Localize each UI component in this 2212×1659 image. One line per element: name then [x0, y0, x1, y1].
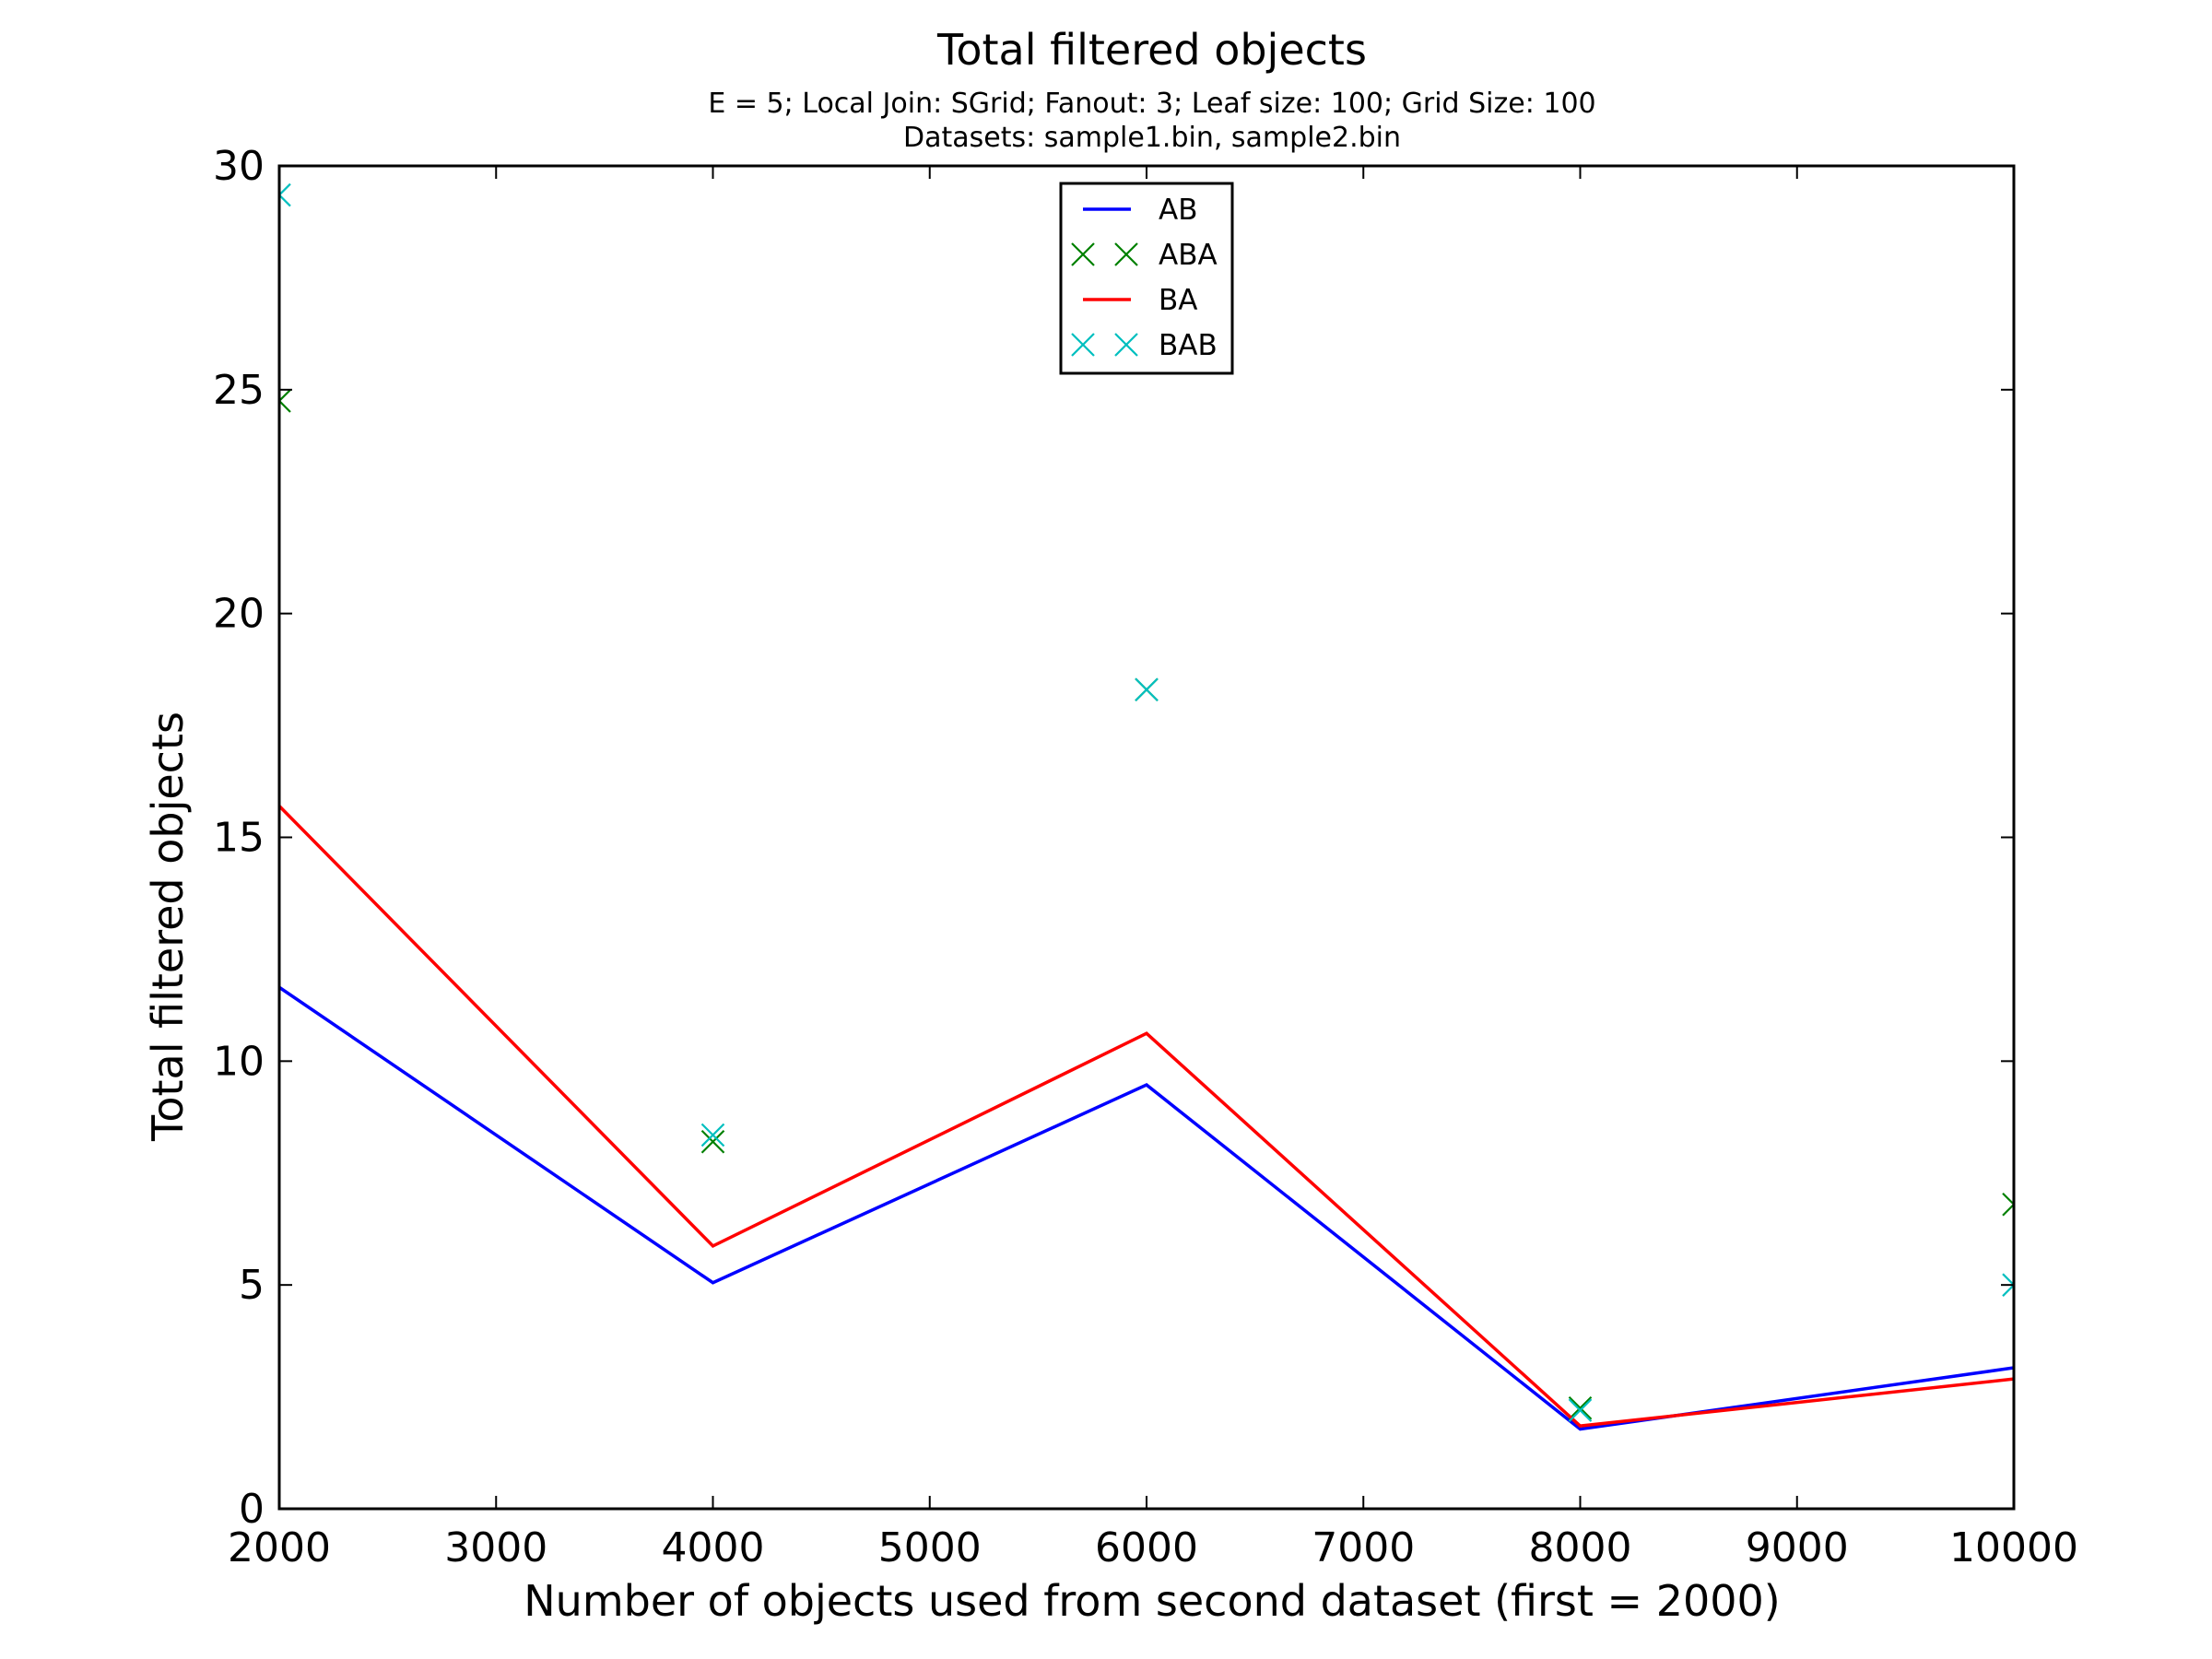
marker-bab-10000: [2002, 1273, 2014, 1297]
chart-subtitle-line1: E = 5; Local Join: SGrid; Fanout: 3; Lea…: [708, 88, 1595, 120]
marker-aba-4000: [700, 1129, 725, 1154]
legend-label-ab: AB: [1159, 194, 1197, 227]
marker-bab-10000-shape: [2002, 1273, 2014, 1297]
axes: 2000 3000 4000 5000 6000 7000 8000 9000 10000 0 5 1…: [213, 143, 2078, 1571]
x-tick-label-9000: 9000: [1746, 1524, 1849, 1571]
legend-swatch-aba-0: [1071, 242, 1095, 266]
y-tick-label-25: 25: [213, 367, 265, 414]
chart-title: Total filtered objects: [936, 25, 1367, 75]
legend-label-aba: ABA: [1159, 239, 1218, 272]
legend-label-ba: BA: [1159, 284, 1197, 317]
legend-entry-ba: BA: [1083, 284, 1197, 317]
marker-bab-6000-shape: [1135, 677, 1159, 702]
chart-subtitle-line2: Datasets: sample1.bin, sample2.bin: [903, 122, 1401, 154]
x-tick-label-6000: 6000: [1095, 1524, 1198, 1571]
series-line-ba: [279, 805, 2014, 1428]
legend-swatch-bab-1: [1114, 333, 1138, 357]
marker-bab-6000: [1135, 677, 1159, 702]
y-tick-label-0: 0: [239, 1486, 265, 1533]
legend-label-bab: BAB: [1159, 329, 1218, 362]
legend-swatch-aba-1: [1114, 242, 1138, 266]
marker-bab-2000: [279, 182, 291, 207]
marker-aba-4000-shape: [700, 1129, 725, 1154]
x-tick-label-3000: 3000: [444, 1524, 547, 1571]
legend-entry-aba: ABA: [1071, 239, 1218, 272]
marker-aba-8000-shape: [1568, 1395, 1593, 1420]
plot-area: [279, 182, 2014, 1431]
marker-aba-2000: [279, 389, 291, 413]
plot-series-group: [279, 182, 2014, 1431]
x-tick-label-10000: 10000: [1949, 1524, 2078, 1571]
x-tick-label-7000: 7000: [1312, 1524, 1415, 1571]
legend-entry-bab: BAB: [1071, 329, 1218, 362]
y-tick-label-5: 5: [239, 1262, 265, 1309]
y-tick-label-10: 10: [213, 1038, 265, 1085]
marker-aba-10000: [2002, 1192, 2014, 1217]
marker-bab-2000-shape: [279, 182, 291, 207]
x-tick-label-5000: 5000: [878, 1524, 982, 1571]
y-tick-label-20: 20: [213, 591, 265, 638]
x-tick-label-4000: 4000: [662, 1524, 765, 1571]
marker-aba-10000-shape: [2002, 1192, 2014, 1217]
y-axis-label: Total filtered objects: [143, 712, 193, 1142]
x-axis-label: Number of objects used from second datas…: [524, 1576, 1780, 1626]
y-tick-label-15: 15: [213, 815, 265, 862]
y-tick-label-30: 30: [213, 143, 265, 190]
marker-aba-2000-shape: [279, 389, 291, 413]
legend-swatch-bab-0: [1071, 333, 1095, 357]
x-tick-label-8000: 8000: [1529, 1524, 1632, 1571]
legend-box: [1059, 182, 1234, 375]
legend-entry-ab: AB: [1083, 194, 1197, 227]
marker-aba-8000: [1568, 1395, 1593, 1420]
marker-bab-4000-shape: [700, 1123, 725, 1147]
marker-bab-8000: [1568, 1398, 1593, 1422]
marker-bab-8000-shape: [1568, 1398, 1593, 1422]
x-tick-label-2000: 2000: [228, 1524, 331, 1571]
series-line-ab: [279, 985, 2014, 1431]
marker-bab-4000: [700, 1123, 725, 1147]
